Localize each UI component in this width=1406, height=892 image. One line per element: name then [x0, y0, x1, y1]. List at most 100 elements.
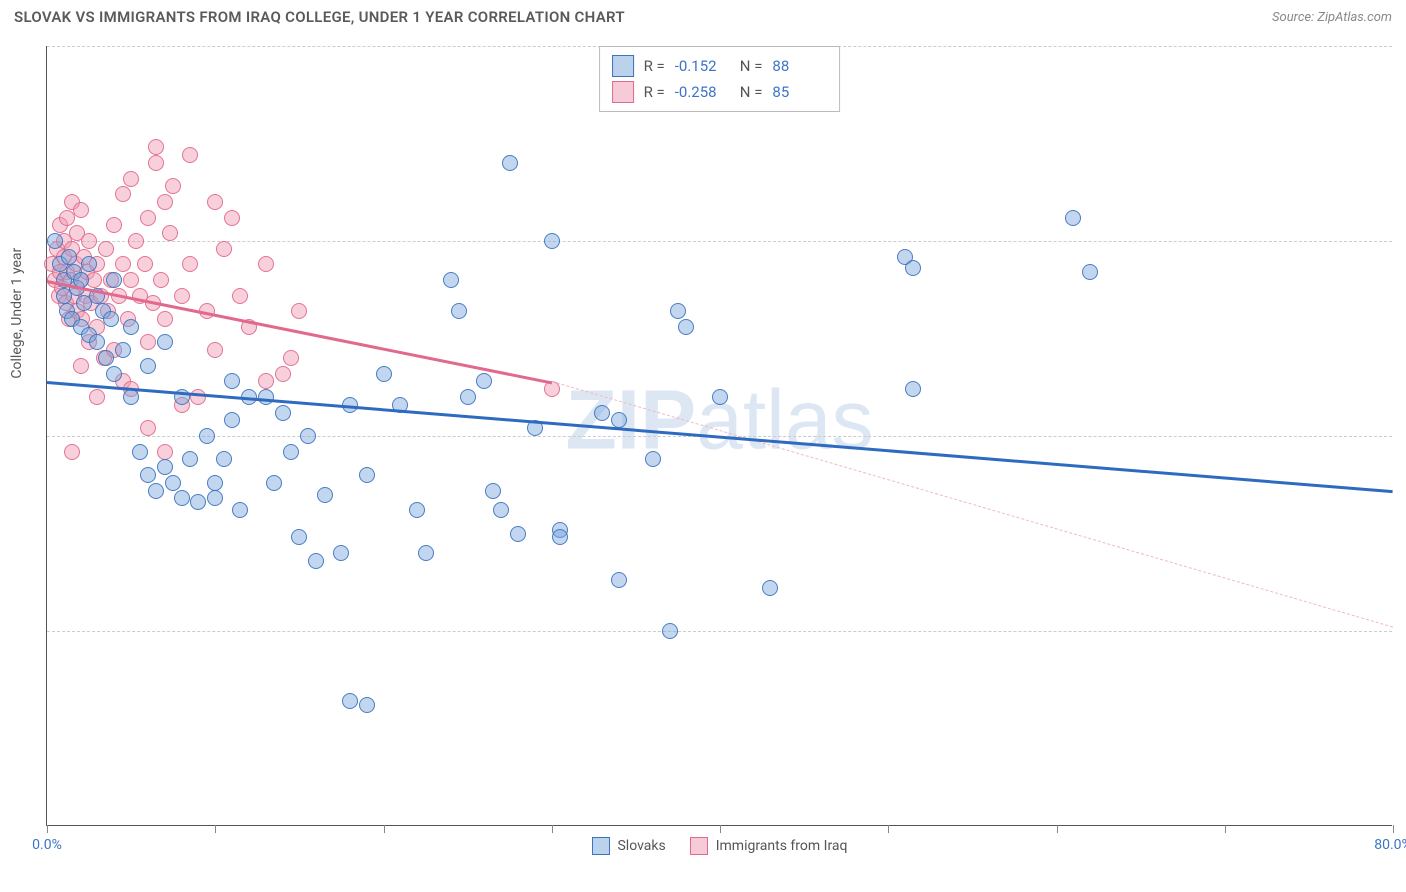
data-point: [1065, 210, 1081, 226]
data-point: [275, 366, 291, 382]
legend-label-iraq: Immigrants from Iraq: [716, 838, 848, 854]
x-tick: [888, 825, 889, 833]
data-point: [300, 428, 316, 444]
data-point: [905, 260, 921, 276]
data-point: [190, 494, 206, 510]
data-point: [148, 483, 164, 499]
y-axis-label: College, Under 1 year: [9, 247, 25, 378]
data-point: [106, 366, 122, 382]
r-label: R =: [644, 57, 665, 75]
data-point: [485, 483, 501, 499]
n-label: N =: [740, 57, 763, 75]
x-tick-label: 0.0%: [32, 837, 62, 853]
data-point: [123, 272, 139, 288]
legend-row-pink: R = -0.258 N = 85: [612, 79, 828, 105]
x-tick: [215, 825, 216, 833]
data-point: [115, 186, 131, 202]
r-label: R =: [644, 83, 665, 101]
data-point: [199, 428, 215, 444]
n-label: N =: [740, 83, 763, 101]
data-point: [73, 202, 89, 218]
data-point: [460, 389, 476, 405]
data-point: [409, 502, 425, 518]
data-point: [905, 381, 921, 397]
trend-line: [47, 280, 552, 384]
data-point: [106, 272, 122, 288]
data-point: [207, 342, 223, 358]
data-point: [81, 256, 97, 272]
data-point: [645, 451, 661, 467]
n-value-blue: 88: [772, 57, 827, 75]
legend-label-slovaks: Slovaks: [617, 838, 665, 854]
data-point: [670, 303, 686, 319]
data-point: [61, 249, 77, 265]
data-point: [123, 171, 139, 187]
data-point: [493, 502, 509, 518]
data-point: [283, 444, 299, 460]
data-point: [611, 572, 627, 588]
data-point: [132, 444, 148, 460]
data-point: [224, 210, 240, 226]
data-point: [333, 545, 349, 561]
x-tick: [47, 825, 48, 833]
data-point: [552, 529, 568, 545]
data-point: [418, 545, 434, 561]
data-point: [207, 475, 223, 491]
data-point: [157, 444, 173, 460]
scatter-plot: ZIPatlas College, Under 1 year R = -0.15…: [46, 46, 1392, 826]
data-point: [376, 366, 392, 382]
legend-row-blue: R = -0.152 N = 88: [612, 53, 828, 79]
x-tick: [1057, 825, 1058, 833]
data-point: [762, 580, 778, 596]
data-point: [224, 373, 240, 389]
data-point: [291, 303, 307, 319]
source-text: Source: ZipAtlas.com: [1272, 10, 1392, 25]
x-tick: [1393, 825, 1394, 833]
data-point: [47, 233, 63, 249]
data-point: [165, 178, 181, 194]
data-point: [224, 412, 240, 428]
data-point: [359, 467, 375, 483]
legend-swatch-blue-icon: [591, 837, 609, 855]
data-point: [232, 502, 248, 518]
series-legend: Slovaks Immigrants from Iraq: [591, 837, 847, 855]
y-tick-label: 75.0%: [1402, 233, 1406, 249]
data-point: [544, 233, 560, 249]
data-point: [275, 405, 291, 421]
data-point: [157, 194, 173, 210]
data-point: [128, 233, 144, 249]
data-point: [359, 697, 375, 713]
data-point: [140, 420, 156, 436]
legend-swatch-blue: [612, 55, 634, 77]
data-point: [123, 389, 139, 405]
data-point: [174, 288, 190, 304]
legend-item-iraq: Immigrants from Iraq: [690, 837, 848, 855]
data-point: [678, 319, 694, 335]
data-point: [510, 526, 526, 542]
grid-line: [47, 631, 1392, 632]
data-point: [148, 139, 164, 155]
data-point: [443, 272, 459, 288]
data-point: [266, 475, 282, 491]
chart-title: SLOVAK VS IMMIGRANTS FROM IRAQ COLLEGE, …: [14, 8, 625, 26]
data-point: [98, 350, 114, 366]
data-point: [165, 475, 181, 491]
r-value-blue: -0.152: [675, 57, 730, 75]
data-point: [342, 693, 358, 709]
x-tick: [384, 825, 385, 833]
data-point: [182, 256, 198, 272]
data-point: [190, 389, 206, 405]
data-point: [64, 444, 80, 460]
data-point: [258, 256, 274, 272]
data-point: [291, 529, 307, 545]
data-point: [232, 288, 248, 304]
data-point: [317, 487, 333, 503]
data-point: [137, 256, 153, 272]
data-point: [73, 358, 89, 374]
data-point: [207, 490, 223, 506]
data-point: [662, 623, 678, 639]
data-point: [216, 241, 232, 257]
watermark-bold: ZIP: [565, 372, 696, 466]
y-tick-label: 50.0%: [1402, 428, 1406, 444]
data-point: [106, 217, 122, 233]
